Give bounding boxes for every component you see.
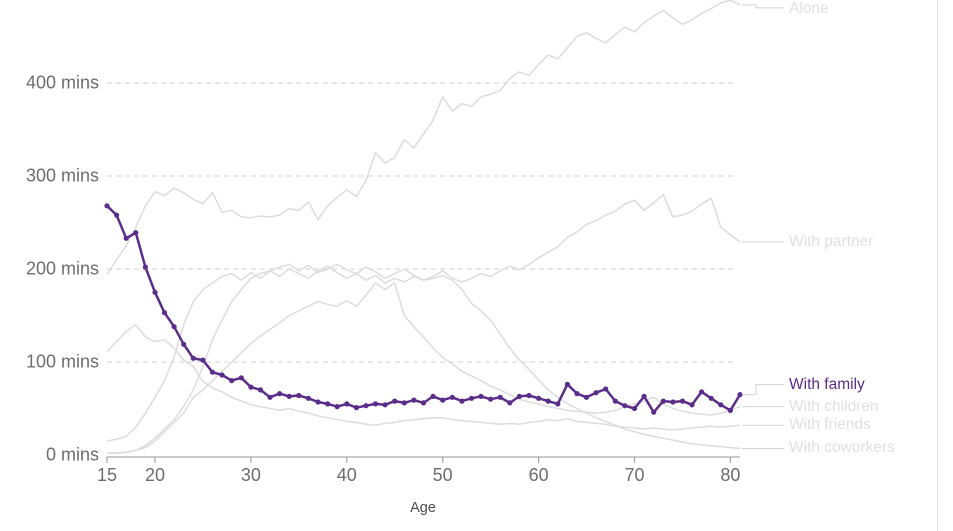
data-point-dot[interactable] <box>468 395 475 401</box>
series-label-with-coworkers[interactable]: With coworkers <box>789 439 895 457</box>
data-point-dot[interactable] <box>372 401 379 407</box>
data-point-dot[interactable] <box>114 212 120 218</box>
x-tick-label: 40 <box>336 465 357 485</box>
data-point-dot[interactable] <box>238 375 244 381</box>
data-point-dot[interactable] <box>708 395 714 401</box>
data-point-dot[interactable] <box>104 203 110 209</box>
data-point-dot[interactable] <box>315 399 321 405</box>
data-point-dot[interactable] <box>229 378 235 384</box>
x-tick-label: 60 <box>528 465 549 485</box>
data-point-dot[interactable] <box>286 393 292 399</box>
x-tick-label: 20 <box>144 465 165 485</box>
data-point-dot[interactable] <box>564 381 571 387</box>
series-label-with-family[interactable]: With family <box>789 375 865 393</box>
label-leader-line <box>742 4 784 9</box>
data-point-dot[interactable] <box>488 396 494 402</box>
page-divider-line <box>937 0 938 531</box>
series-label-with-partner[interactable]: With partner <box>789 233 874 251</box>
data-point-dot[interactable] <box>497 394 503 400</box>
data-point-dot[interactable] <box>353 405 359 411</box>
data-point-dot[interactable] <box>171 324 177 330</box>
data-point-dot[interactable] <box>123 235 129 241</box>
series-line-with-coworkers[interactable] <box>106 265 741 450</box>
x-tick-label: 15 <box>96 465 118 485</box>
data-point-dot[interactable] <box>325 401 331 407</box>
data-point-dot[interactable] <box>574 391 580 397</box>
x-tick-label: 30 <box>240 465 261 485</box>
data-point-dot[interactable] <box>296 392 302 399</box>
data-point-dot[interactable] <box>209 369 216 375</box>
x-axis-title: Age <box>410 500 436 516</box>
data-point-dot[interactable] <box>641 393 647 399</box>
data-point-dot[interactable] <box>277 391 283 397</box>
data-point-dot[interactable] <box>257 387 264 393</box>
data-point-dot[interactable] <box>440 397 446 403</box>
data-point-dot[interactable] <box>459 398 465 404</box>
series-line-alone[interactable] <box>106 0 741 276</box>
series-line-with-children[interactable] <box>107 282 741 454</box>
data-point-dot[interactable] <box>142 264 148 270</box>
x-tick-label: 50 <box>432 465 453 485</box>
data-point-dot[interactable] <box>526 392 532 399</box>
label-leader-line <box>742 384 784 396</box>
data-point-dot[interactable] <box>670 399 676 405</box>
data-point-dot[interactable] <box>449 394 455 400</box>
data-point-dot[interactable] <box>190 355 196 361</box>
data-point-dot[interactable] <box>363 403 369 409</box>
data-point-dot[interactable] <box>603 386 609 392</box>
data-point-dot[interactable] <box>689 402 695 408</box>
data-point-dot[interactable] <box>392 398 398 404</box>
data-point-dot[interactable] <box>219 372 225 378</box>
data-point-dot[interactable] <box>420 400 427 406</box>
data-point-dot[interactable] <box>200 357 206 363</box>
data-point-dot[interactable] <box>727 407 734 413</box>
y-tick-label: 400 mins <box>25 72 99 93</box>
series-line-with-friends[interactable] <box>106 324 741 431</box>
data-point-dot[interactable] <box>181 341 187 347</box>
data-point-dot[interactable] <box>593 390 599 396</box>
data-point-dot[interactable] <box>737 392 743 398</box>
data-point-dot[interactable] <box>305 395 311 401</box>
data-point-dot[interactable] <box>651 409 657 415</box>
data-point-dot[interactable] <box>679 398 686 404</box>
y-tick-label: 300 mins <box>25 165 99 186</box>
data-point-dot[interactable] <box>430 393 436 399</box>
data-point-dot[interactable] <box>334 404 340 410</box>
data-point-dot[interactable] <box>718 402 724 408</box>
x-tick-label: 80 <box>720 465 741 485</box>
series-line-with-partner[interactable] <box>107 193 741 454</box>
x-tick-label: 70 <box>624 465 645 485</box>
data-point-dot[interactable] <box>133 230 139 236</box>
data-point-dot[interactable] <box>161 310 168 316</box>
data-point-dot[interactable] <box>401 400 407 406</box>
data-point-dot[interactable] <box>612 398 618 404</box>
data-point-dot[interactable] <box>545 398 551 404</box>
data-point-dot[interactable] <box>478 393 484 399</box>
data-point-dot[interactable] <box>248 384 254 390</box>
data-point-dot[interactable] <box>699 389 705 395</box>
data-point-dot[interactable] <box>411 397 417 403</box>
series-label-alone[interactable]: Alone <box>789 0 829 17</box>
data-point-dot[interactable] <box>631 405 638 412</box>
y-tick-label: 200 mins <box>25 258 99 279</box>
data-point-dot[interactable] <box>583 394 590 400</box>
data-point-dot[interactable] <box>622 403 628 409</box>
data-point-dot[interactable] <box>152 289 158 295</box>
y-tick-label: 100 mins <box>25 351 99 372</box>
data-point-dot[interactable] <box>344 401 350 407</box>
data-point-dot[interactable] <box>555 401 561 407</box>
data-point-dot[interactable] <box>536 395 542 401</box>
data-point-dot[interactable] <box>660 398 666 404</box>
data-point-dot[interactable] <box>507 400 513 406</box>
series-label-with-friends[interactable]: With friends <box>789 416 871 434</box>
y-tick-label: 0 mins <box>45 444 99 465</box>
series-label-with-children[interactable]: With children <box>789 397 879 415</box>
data-point-dot[interactable] <box>267 394 273 400</box>
data-point-dot[interactable] <box>382 402 388 408</box>
data-point-dot[interactable] <box>516 393 523 399</box>
